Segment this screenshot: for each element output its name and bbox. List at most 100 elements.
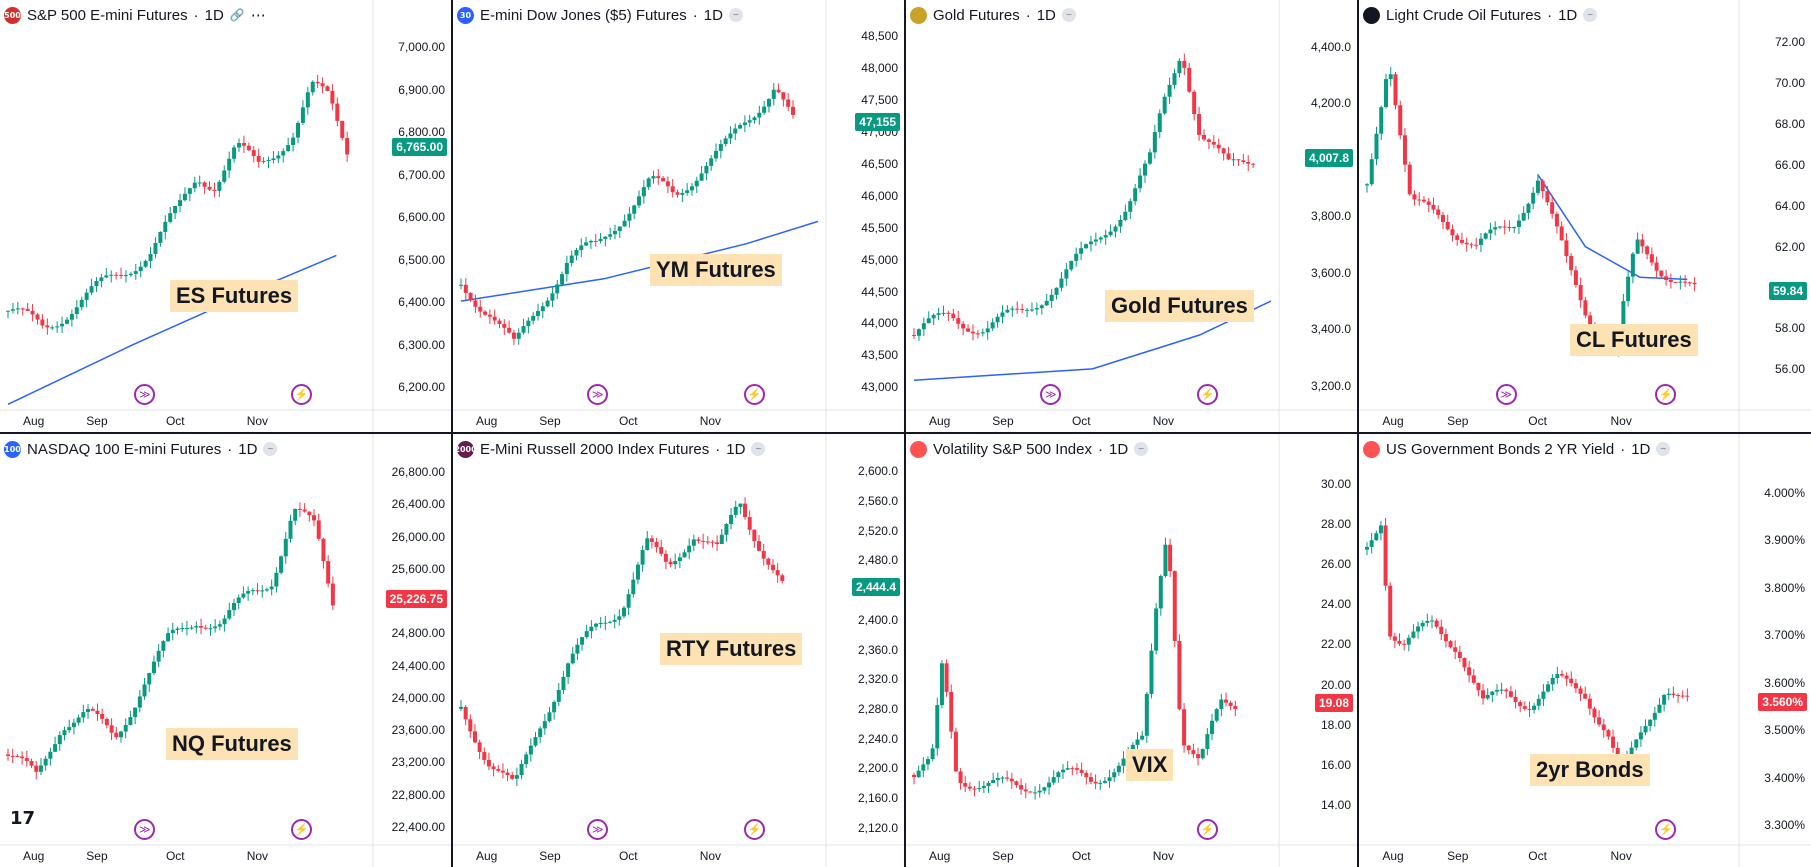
- dividends-icon[interactable]: ≫: [587, 819, 609, 840]
- chart-header[interactable]: Volatility S&P 500 Index · 1D −: [910, 438, 1153, 460]
- candle: [521, 318, 526, 335]
- candle: [675, 189, 680, 198]
- collapse-icon[interactable]: −: [1061, 8, 1076, 22]
- earnings-icon[interactable]: ⚡: [743, 819, 765, 840]
- collapse-icon[interactable]: −: [1656, 442, 1671, 456]
- candle: [535, 303, 540, 321]
- annotation-label[interactable]: RTY Futures: [660, 633, 803, 665]
- chart-header[interactable]: 2000 E-Mini Russell 2000 Index Futures · 1D…: [454, 438, 770, 460]
- candle: [69, 309, 74, 327]
- earnings-icon[interactable]: ⚡: [1196, 819, 1218, 840]
- chart-title[interactable]: Gold Futures: [933, 6, 1020, 24]
- timeframe-label[interactable]: 1D: [1109, 440, 1129, 458]
- dividends-icon[interactable]: ≫: [587, 384, 609, 405]
- annotation-label[interactable]: Gold Futures: [1105, 290, 1254, 322]
- chart-header[interactable]: US Government Bonds 2 YR Yield · 1D −: [1363, 438, 1675, 460]
- collapse-icon[interactable]: −: [1583, 8, 1598, 22]
- dividends-icon[interactable]: ≫: [134, 384, 156, 405]
- timeframe-label[interactable]: 1D: [238, 440, 258, 458]
- candle: [637, 190, 642, 209]
- chart-panel-8[interactable]: US Government Bonds 2 YR Yield · 1D − 4.000%…: [1359, 434, 1811, 867]
- annotation-label[interactable]: VIX: [1126, 749, 1174, 781]
- x-tick-label: Sep: [86, 414, 108, 428]
- candle: [1172, 570, 1177, 648]
- candle: [64, 317, 69, 325]
- chart-header[interactable]: 100 NASDAQ 100 E-mini Futures · 1D −: [4, 438, 282, 460]
- panel-divider[interactable]: [1357, 0, 1359, 867]
- dividends-icon[interactable]: ≫: [1495, 384, 1517, 405]
- timeframe-label[interactable]: 1D: [726, 440, 746, 458]
- earnings-icon[interactable]: ⚡: [1655, 819, 1677, 840]
- link-icon[interactable]: 🔗: [229, 8, 245, 22]
- chart-title[interactable]: NASDAQ 100 E-mini Futures: [27, 440, 222, 458]
- y-tick-label: 18.00: [1320, 717, 1351, 732]
- candle: [1210, 713, 1215, 741]
- y-tick-label: 30.00: [1320, 477, 1351, 492]
- collapse-icon[interactable]: −: [751, 442, 766, 456]
- candle: [222, 165, 227, 184]
- chart-panel-1[interactable]: 500 S&P 500 E-mini Futures · 1D 🔗 ⋯ 7,000.00 6,…: [0, 0, 451, 432]
- y-tick-label: 3,400.0: [1310, 322, 1351, 337]
- earnings-icon[interactable]: ⚡: [743, 384, 765, 405]
- annotation-label[interactable]: CL Futures: [1570, 324, 1698, 356]
- chart-plot[interactable]: [906, 0, 1357, 432]
- chart-title[interactable]: S&P 500 E-mini Futures: [27, 6, 188, 24]
- chart-header[interactable]: 500 S&P 500 E-mini Futures · 1D 🔗 ⋯: [4, 4, 270, 26]
- chart-panel-4[interactable]: Light Crude Oil Futures · 1D − 72.00 70.00 68.…: [1359, 0, 1811, 432]
- chart-header[interactable]: Gold Futures · 1D −: [910, 4, 1080, 26]
- candle: [1459, 232, 1464, 245]
- candle: [1037, 784, 1042, 798]
- collapse-icon[interactable]: −: [1134, 442, 1149, 456]
- annotation-label[interactable]: 2yr Bonds: [1530, 754, 1650, 786]
- earnings-icon[interactable]: ⚡: [290, 384, 312, 405]
- timeframe-label[interactable]: 1D: [1631, 440, 1651, 458]
- chart-plot[interactable]: [0, 434, 451, 867]
- candle: [545, 297, 550, 308]
- candle: [747, 114, 752, 128]
- timeframe-label[interactable]: 1D: [1036, 6, 1056, 24]
- chart-panel-6[interactable]: 2000 E-Mini Russell 2000 Index Futures · 1D…: [453, 434, 904, 867]
- y-tick-label: 62.00: [1774, 239, 1805, 254]
- chart-header[interactable]: Light Crude Oil Futures · 1D −: [1363, 4, 1602, 26]
- chart-plot[interactable]: [453, 0, 904, 432]
- chart-panel-7[interactable]: Volatility S&P 500 Index · 1D − 30.00 28.00 26…: [906, 434, 1357, 867]
- chart-plot[interactable]: [1359, 0, 1811, 432]
- candle: [1226, 146, 1231, 161]
- x-tick-label: Nov: [246, 849, 269, 863]
- chart-plot[interactable]: [1359, 434, 1811, 867]
- candle: [463, 278, 468, 301]
- annotation-label[interactable]: NQ Futures: [166, 728, 298, 760]
- candle: [1059, 271, 1064, 292]
- earnings-icon[interactable]: ⚡: [1196, 384, 1218, 405]
- earnings-icon[interactable]: ⚡: [1655, 384, 1677, 405]
- chart-title[interactable]: E-Mini Russell 2000 Index Futures: [480, 440, 710, 458]
- chart-panel-5[interactable]: 100 NASDAQ 100 E-mini Futures · 1D − 26,800.0…: [0, 434, 451, 867]
- chart-title[interactable]: Light Crude Oil Futures: [1386, 6, 1542, 24]
- chart-title[interactable]: E-mini Dow Jones ($5) Futures: [480, 6, 687, 24]
- panel-divider[interactable]: [451, 0, 453, 867]
- chart-plot[interactable]: [453, 434, 904, 867]
- candle: [1009, 772, 1014, 789]
- candle: [682, 549, 687, 558]
- annotation-label[interactable]: ES Futures: [170, 280, 299, 312]
- chart-panel-3[interactable]: Gold Futures·1D−4,400.04,200.04,000.03,8…: [906, 0, 1357, 432]
- timeframe-label[interactable]: 1D: [204, 6, 224, 24]
- chart-plot[interactable]: [0, 0, 451, 432]
- more-icon[interactable]: ⋯: [250, 7, 266, 24]
- chart-panel-2[interactable]: 30 E-mini Dow Jones ($5) Futures · 1D − 48,50…: [453, 0, 904, 432]
- chart-title[interactable]: US Government Bonds 2 YR Yield: [1386, 440, 1615, 458]
- collapse-icon[interactable]: −: [263, 442, 278, 456]
- panel-divider[interactable]: [904, 0, 906, 867]
- collapse-icon[interactable]: −: [728, 8, 743, 22]
- annotation-label[interactable]: YM Futures: [650, 254, 782, 286]
- chart-title[interactable]: Volatility S&P 500 Index: [933, 440, 1092, 458]
- chart-header[interactable]: 30 E-mini Dow Jones ($5) Futures · 1D −: [457, 4, 747, 26]
- candle: [986, 780, 991, 793]
- timeframe-label[interactable]: 1D: [1558, 6, 1578, 24]
- earnings-icon[interactable]: ⚡: [290, 819, 312, 840]
- chart-plot[interactable]: [906, 434, 1357, 867]
- candle: [182, 187, 187, 202]
- dividends-icon[interactable]: ≫: [134, 819, 156, 840]
- timeframe-label[interactable]: 1D: [703, 6, 723, 24]
- dividends-icon[interactable]: ≫: [1040, 384, 1062, 405]
